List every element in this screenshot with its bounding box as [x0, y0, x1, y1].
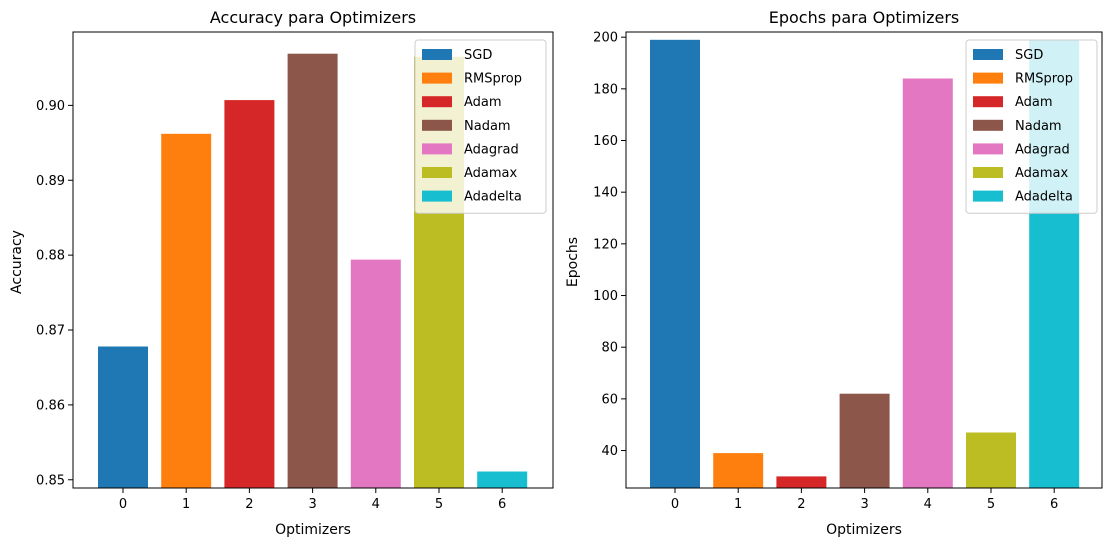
bar-3: [287, 53, 338, 488]
y-axis-label: Accuracy: [9, 230, 25, 294]
x-tick-label: 2: [245, 497, 253, 512]
legend-swatch: [422, 190, 452, 202]
bar-0: [650, 39, 700, 489]
x-tick-label: 6: [498, 497, 506, 512]
y-tick-label: 80: [601, 341, 618, 356]
legend: SGD RMSprop Adam Nadam Adagrad Adamax Adadelta: [414, 39, 547, 214]
y-tick-label: 100: [593, 289, 618, 304]
legend-label: RMSprop: [464, 72, 522, 87]
legend-swatch: [422, 49, 452, 60]
x-tick-label: 3: [308, 497, 316, 512]
legend-swatch: [973, 190, 1003, 202]
x-tick-label: 1: [182, 497, 190, 512]
bar-0: [98, 346, 148, 488]
legend-swatch: [973, 49, 1003, 60]
y-tick-label: 120: [593, 237, 618, 252]
x-axis-label: Optimizers: [275, 522, 351, 538]
y-tick-label: 0.85: [36, 473, 65, 488]
legend-label: Adagrad: [464, 142, 519, 157]
bar-3: [839, 393, 890, 488]
x-tick-label: 5: [987, 497, 995, 512]
x-tick-label: 0: [119, 497, 127, 512]
y-tick-label: 140: [593, 186, 618, 201]
ticks: 0 1 2 3 4 5 6 40 60 80 100 120 140 160 180 200: [593, 31, 1058, 512]
y-tick-label: 0.87: [36, 324, 65, 339]
x-tick-label: 4: [924, 497, 932, 512]
legend-label: Adam: [464, 95, 502, 110]
x-tick-label: 1: [734, 497, 742, 512]
y-tick-label: 0.90: [36, 99, 65, 114]
x-tick-label: 4: [372, 497, 380, 512]
legend-label: Adamax: [1015, 166, 1069, 181]
y-tick-label: 0.86: [36, 398, 65, 413]
bar-5: [966, 432, 1016, 488]
legend-swatch: [422, 167, 452, 178]
x-axis-label: Optimizers: [826, 522, 902, 538]
legend-swatch: [422, 143, 452, 155]
legend-label: Nadam: [464, 119, 511, 134]
legend-label: RMSprop: [1015, 72, 1073, 87]
legend-label: Adadelta: [464, 190, 522, 205]
legend-swatch: [973, 72, 1003, 84]
bar-1: [161, 133, 212, 489]
plot-frame: [625, 31, 1103, 489]
bar-1: [713, 453, 764, 488]
bar-4: [350, 259, 401, 488]
legend-label: Adagrad: [1015, 142, 1070, 157]
y-tick-label: 40: [601, 444, 618, 459]
y-tick-label: 0.89: [36, 174, 65, 189]
y-axis-label: Epochs: [565, 237, 581, 287]
epochs-chart: Epochs para Optimizers Epochs Optimizers…: [565, 8, 1103, 538]
x-tick-label: 3: [860, 497, 868, 512]
legend-label: Nadam: [1015, 119, 1062, 134]
bar-4: [902, 78, 953, 488]
legend: SGD RMSprop Adam Nadam Adagrad Adamax Adadelta: [965, 39, 1098, 214]
legend-swatch: [973, 143, 1003, 155]
bar-2: [224, 100, 275, 488]
bar-6: [477, 471, 528, 488]
y-tick-label: 0.88: [36, 249, 65, 264]
ticks: 0 1 2 3 4 5 6 0.85 0.86 0.87 0.88 0.89 0.90: [36, 99, 506, 512]
legend-swatch: [973, 167, 1003, 178]
legend-label: Adam: [1015, 95, 1053, 110]
x-tick-label: 2: [797, 497, 805, 512]
y-tick-label: 200: [593, 31, 618, 46]
legend-swatch: [973, 96, 1003, 108]
legend-label: Adamax: [464, 166, 518, 181]
bar-2: [776, 476, 827, 488]
x-tick-label: 5: [435, 497, 443, 512]
legend-label: SGD: [464, 48, 492, 63]
legend-label: Adadelta: [1015, 190, 1073, 205]
chart-title: Epochs para Optimizers: [769, 8, 960, 27]
legend-swatch: [422, 72, 452, 84]
x-tick-label: 0: [671, 497, 679, 512]
legend-swatch: [422, 119, 452, 131]
chart-title: Accuracy para Optimizers: [210, 8, 416, 27]
y-tick-label: 60: [601, 392, 618, 407]
y-tick-label: 180: [593, 82, 618, 97]
plot-frame: [72, 31, 554, 489]
legend-swatch: [973, 119, 1003, 131]
accuracy-chart: Accuracy para Optimizers Accuracy Optimi…: [9, 8, 554, 538]
x-tick-label: 6: [1050, 497, 1058, 512]
bars: [98, 53, 528, 489]
legend-swatch: [422, 96, 452, 108]
legend-label: SGD: [1015, 48, 1043, 63]
y-tick-label: 160: [593, 134, 618, 149]
